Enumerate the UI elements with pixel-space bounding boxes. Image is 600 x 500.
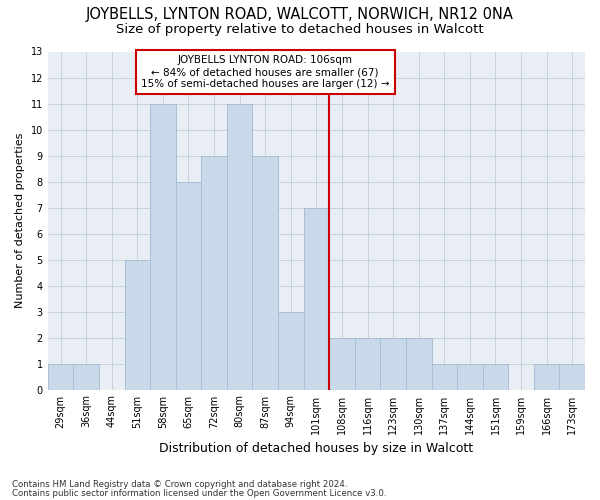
- Bar: [253, 156, 278, 390]
- Bar: [482, 364, 508, 390]
- Bar: [278, 312, 304, 390]
- Bar: [406, 338, 431, 390]
- Bar: [227, 104, 253, 390]
- Text: Contains HM Land Registry data © Crown copyright and database right 2024.: Contains HM Land Registry data © Crown c…: [12, 480, 347, 489]
- Bar: [48, 364, 73, 390]
- X-axis label: Distribution of detached houses by size in Walcott: Distribution of detached houses by size …: [160, 442, 473, 455]
- Bar: [125, 260, 150, 390]
- Bar: [534, 364, 559, 390]
- Text: Contains public sector information licensed under the Open Government Licence v3: Contains public sector information licen…: [12, 490, 386, 498]
- Bar: [457, 364, 482, 390]
- Bar: [201, 156, 227, 390]
- Y-axis label: Number of detached properties: Number of detached properties: [15, 133, 25, 308]
- Bar: [355, 338, 380, 390]
- Bar: [380, 338, 406, 390]
- Bar: [150, 104, 176, 390]
- Bar: [329, 338, 355, 390]
- Text: JOYBELLS, LYNTON ROAD, WALCOTT, NORWICH, NR12 0NA: JOYBELLS, LYNTON ROAD, WALCOTT, NORWICH,…: [86, 8, 514, 22]
- Text: Size of property relative to detached houses in Walcott: Size of property relative to detached ho…: [116, 22, 484, 36]
- Text: JOYBELLS LYNTON ROAD: 106sqm
← 84% of detached houses are smaller (67)
15% of se: JOYBELLS LYNTON ROAD: 106sqm ← 84% of de…: [141, 56, 389, 88]
- Bar: [176, 182, 201, 390]
- Bar: [73, 364, 99, 390]
- Bar: [559, 364, 585, 390]
- Bar: [304, 208, 329, 390]
- Bar: [431, 364, 457, 390]
